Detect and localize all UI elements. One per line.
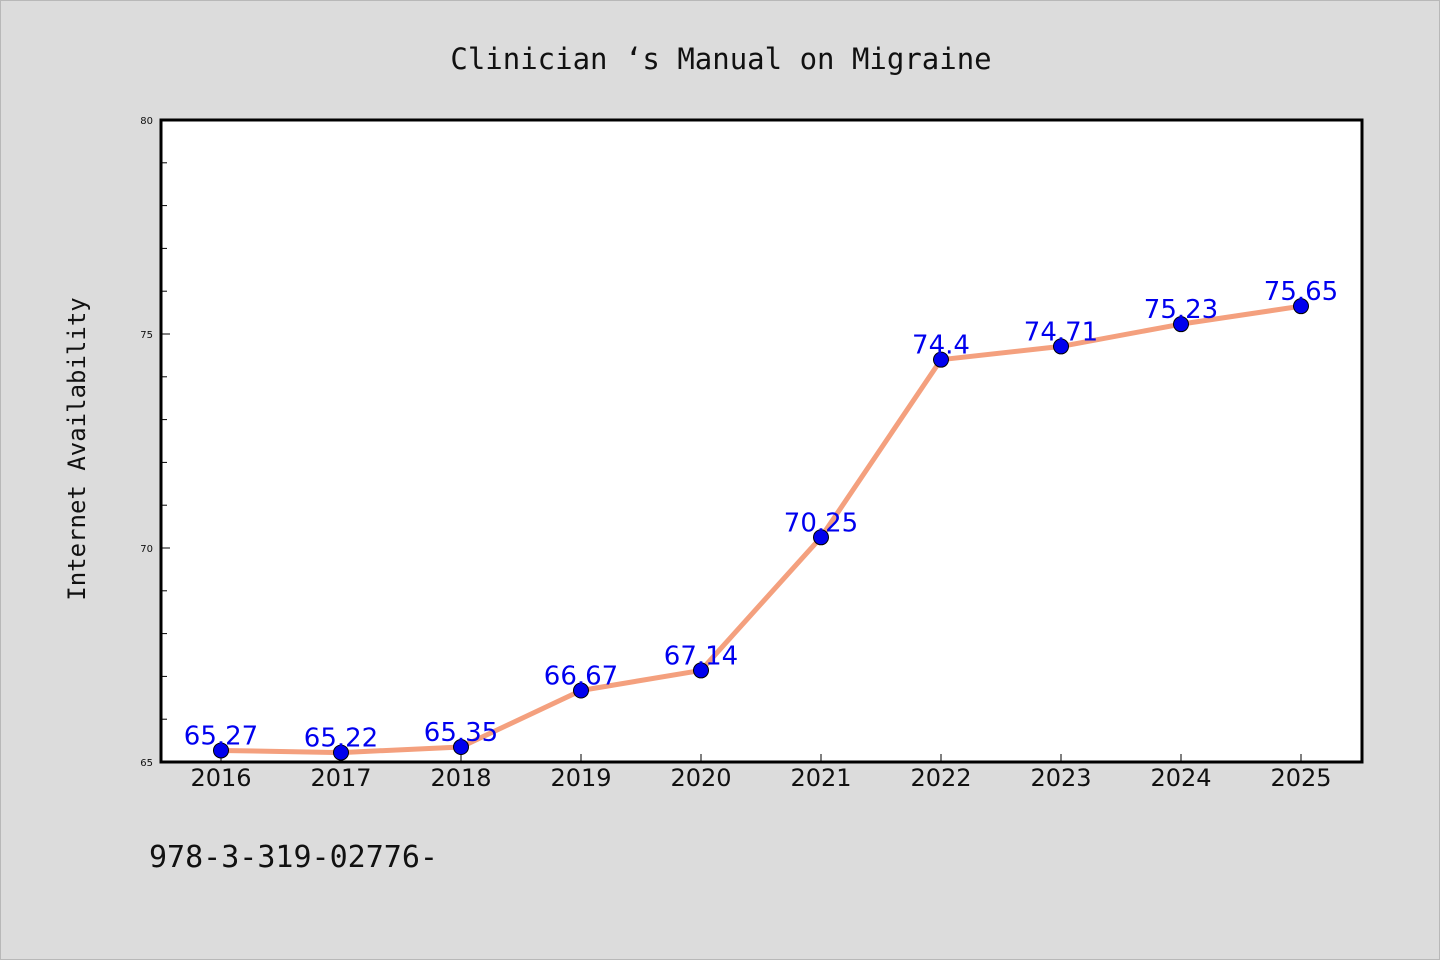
x-tick-label: 2020 <box>670 764 731 792</box>
x-tick-label: 2024 <box>1150 764 1211 792</box>
data-point <box>213 742 229 759</box>
plot-area <box>159 118 1364 764</box>
series-line <box>218 303 1304 756</box>
data-point <box>1053 338 1069 355</box>
x-axis: 2016 2017 2018 2019 2020 2021 2022 2023 2024 2025 <box>190 754 1332 792</box>
y-tick-label: 65 <box>140 758 153 769</box>
data-label: 65.35 <box>424 718 498 748</box>
x-tick-label: 2021 <box>790 764 851 792</box>
data-label: 74.4 <box>912 331 970 361</box>
x-tick-label: 2023 <box>1030 764 1091 792</box>
data-point <box>933 351 949 368</box>
data-point <box>453 739 469 756</box>
data-point <box>573 682 589 699</box>
data-label: 74.71 <box>1024 317 1098 347</box>
y-axis-label: Internet Availability <box>63 297 91 600</box>
data-label: 65.27 <box>184 721 258 751</box>
chart-title: Clinician ‘s Manual on Migraine <box>450 42 991 76</box>
x-tick-label: 2018 <box>430 764 491 792</box>
data-point <box>1173 316 1189 333</box>
x-tick-label: 2025 <box>1270 764 1331 792</box>
data-label: 70.25 <box>784 508 858 538</box>
data-label: 67.14 <box>664 641 738 671</box>
y-tick-label: 70 <box>140 544 153 555</box>
data-label: 66.67 <box>544 662 618 692</box>
x-tick-label: 2016 <box>190 764 251 792</box>
x-tick-label: 2019 <box>550 764 611 792</box>
data-label: 75.23 <box>1144 295 1218 325</box>
isbn-text: 978-3-319-02776- <box>149 840 438 875</box>
y-axis: 65 70 75 80 <box>140 116 170 769</box>
data-point <box>813 529 829 546</box>
data-point <box>333 744 349 761</box>
y-tick-label: 75 <box>140 330 153 341</box>
data-label: 65.22 <box>304 724 378 754</box>
data-point <box>693 662 709 679</box>
series-layer: 65.27 65.22 65.35 66.67 67.14 70.25 74.4 74.71 7… <box>184 277 1338 761</box>
data-point <box>1293 298 1309 315</box>
x-tick-label: 2022 <box>910 764 971 792</box>
data-label: 75.65 <box>1264 277 1338 307</box>
x-tick-label: 2017 <box>310 764 371 792</box>
y-tick-label: 80 <box>140 116 153 127</box>
